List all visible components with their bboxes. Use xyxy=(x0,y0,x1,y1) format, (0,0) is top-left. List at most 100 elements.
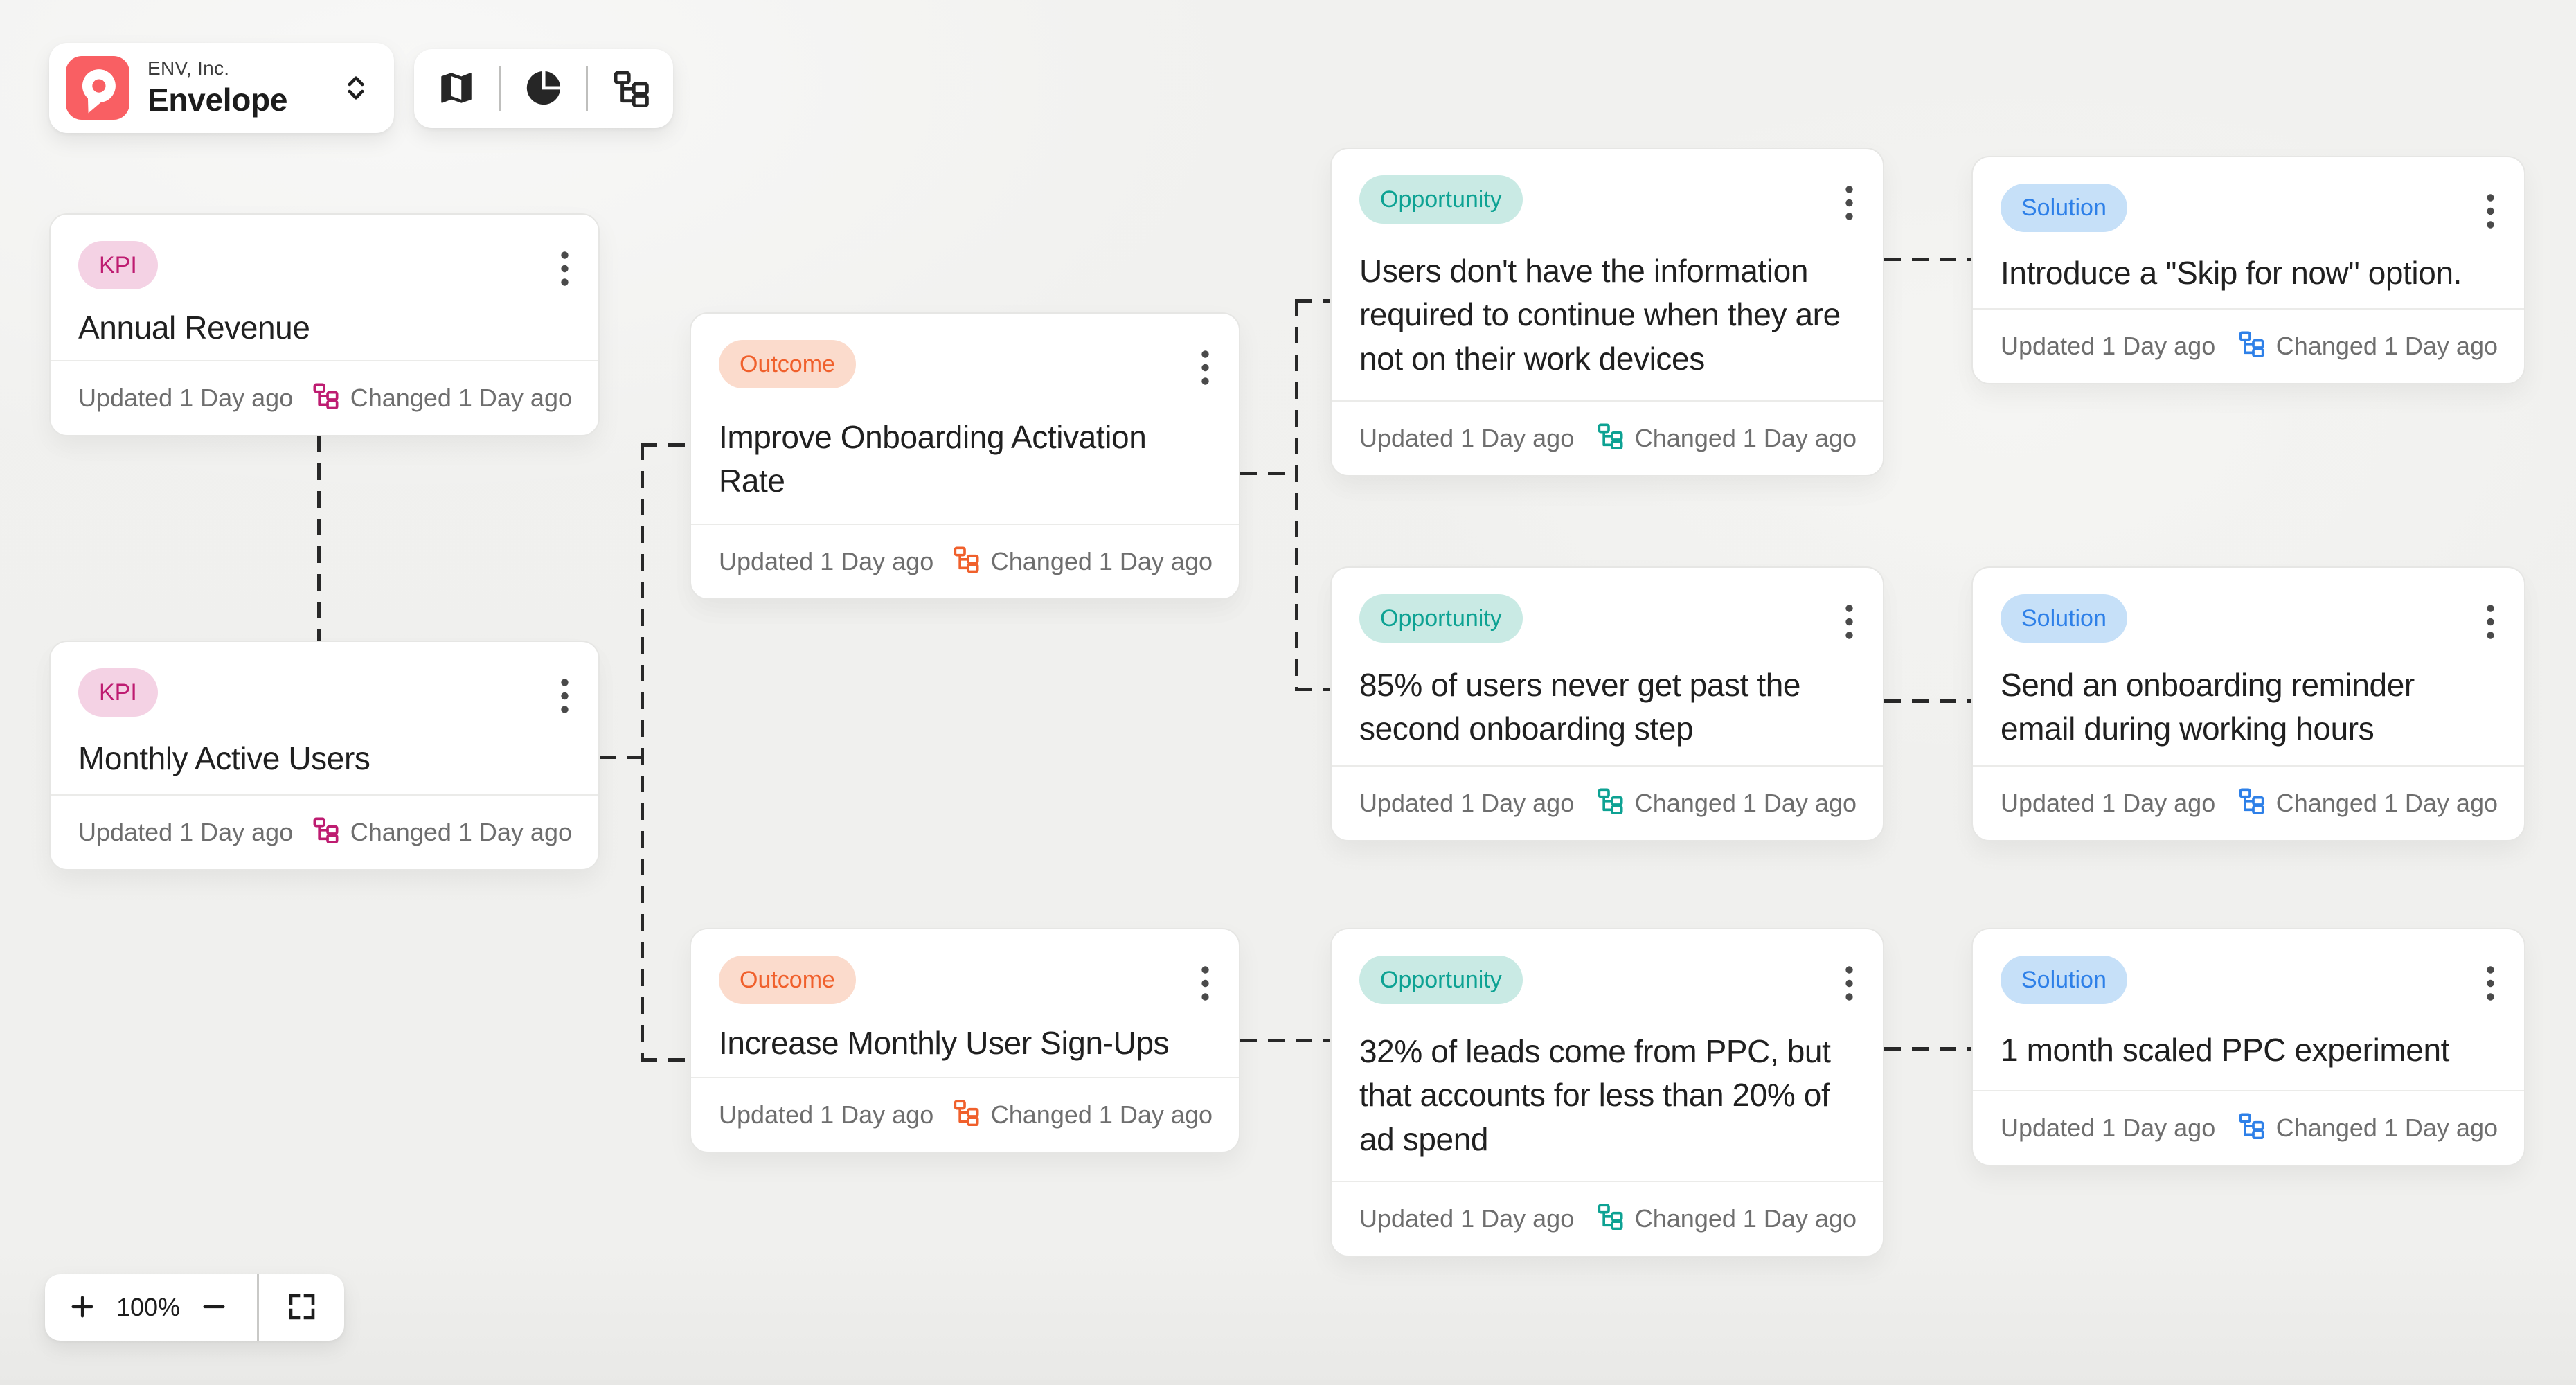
updated-label: Updated 1 Day ago xyxy=(719,1100,934,1129)
card-type-badge: Solution xyxy=(2001,956,2127,1004)
hierarchy-changed-icon xyxy=(2237,1111,2265,1145)
connector-line xyxy=(1295,688,1330,691)
chevron-updown-icon[interactable] xyxy=(339,71,373,105)
connector-line xyxy=(641,443,644,1061)
changed-label: Changed 1 Day ago xyxy=(2275,1114,2498,1142)
changed-group: Changed 1 Day ago xyxy=(2237,330,2498,364)
card-footer: Updated 1 Day ago Changed 1 Day ago xyxy=(691,1077,1239,1152)
card-sol2[interactable]: Solution Send an onboarding reminder ema… xyxy=(1971,566,2525,841)
zoom-level: 100% xyxy=(116,1293,181,1321)
kebab-menu-icon[interactable] xyxy=(1197,958,1214,1010)
card-footer: Updated 1 Day ago Changed 1 Day ago xyxy=(691,524,1239,598)
changed-label: Changed 1 Day ago xyxy=(2275,332,2498,360)
card-footer: Updated 1 Day ago Changed 1 Day ago xyxy=(1973,308,2524,383)
connector-line xyxy=(641,443,690,447)
minus-icon xyxy=(198,1291,230,1325)
zoombar-divider xyxy=(257,1274,259,1341)
card-sol1[interactable]: Solution Introduce a "Skip for now" opti… xyxy=(1971,156,2525,384)
card-footer: Updated 1 Day ago Changed 1 Day ago xyxy=(1973,765,2524,840)
connector-line xyxy=(1295,299,1330,303)
kebab-menu-icon[interactable] xyxy=(1841,178,1858,230)
updated-label: Updated 1 Day ago xyxy=(719,547,934,575)
changed-label: Changed 1 Day ago xyxy=(1634,1204,1857,1233)
kebab-menu-icon[interactable] xyxy=(2482,958,2499,1010)
hierarchy-changed-icon xyxy=(952,1098,980,1132)
workspace-company: ENV, Inc. xyxy=(147,57,230,79)
connector-line xyxy=(1884,699,1971,703)
card-title: Send an onboarding reminder email during… xyxy=(2001,666,2415,747)
zoom-out-button[interactable] xyxy=(186,1274,242,1341)
card-footer: Updated 1 Day ago Changed 1 Day ago xyxy=(1332,765,1883,840)
card-type-badge: Outcome xyxy=(719,340,856,388)
changed-group: Changed 1 Day ago xyxy=(1596,422,1857,456)
zoom-in-button[interactable] xyxy=(55,1274,110,1341)
envelope-logo-icon xyxy=(66,56,129,120)
updated-label: Updated 1 Day ago xyxy=(2001,1114,2216,1142)
card-type-badge: Solution xyxy=(2001,594,2127,643)
canvas-bottom-edge xyxy=(0,1380,2576,1385)
hierarchy-changed-icon xyxy=(312,816,339,850)
connector-line xyxy=(1240,472,1297,475)
connector-line xyxy=(1295,299,1298,690)
kebab-menu-icon[interactable] xyxy=(1841,597,1858,649)
card-title: Introduce a "Skip for now" option. xyxy=(2001,254,2462,291)
fullscreen-icon xyxy=(285,1290,319,1325)
connector-line xyxy=(641,1058,690,1062)
fullscreen-button[interactable] xyxy=(259,1274,344,1341)
changed-group: Changed 1 Day ago xyxy=(312,382,572,416)
kebab-menu-icon[interactable] xyxy=(1197,343,1214,395)
hierarchy-changed-icon xyxy=(312,382,339,416)
workspace-name: Envelope xyxy=(147,82,288,118)
map-view-button[interactable] xyxy=(423,55,490,122)
card-header: KPI xyxy=(51,215,598,296)
card-opp1[interactable]: Opportunity Users don't have the informa… xyxy=(1330,148,1884,476)
tree-view-button[interactable] xyxy=(598,55,664,122)
kebab-menu-icon[interactable] xyxy=(556,671,573,723)
kebab-menu-icon[interactable] xyxy=(2482,597,2499,649)
card-title: Monthly Active Users xyxy=(78,740,370,776)
card-type-badge: KPI xyxy=(78,668,158,717)
toolbar-divider xyxy=(499,66,501,111)
changed-group: Changed 1 Day ago xyxy=(2237,1111,2498,1145)
card-type-badge: Outcome xyxy=(719,956,856,1004)
card-kpi1[interactable]: KPI Annual Revenue Updated 1 Day ago xyxy=(49,213,600,436)
card-sol3[interactable]: Solution 1 month scaled PPC experiment U… xyxy=(1971,928,2525,1166)
card-title: Users don't have the information require… xyxy=(1359,252,1841,377)
card-outcome1[interactable]: Outcome Improve Onboarding Activation Ra… xyxy=(690,312,1240,600)
card-outcome2[interactable]: Outcome Increase Monthly User Sign-Ups U… xyxy=(690,928,1240,1153)
plus-icon xyxy=(66,1291,98,1325)
changed-label: Changed 1 Day ago xyxy=(990,1100,1213,1129)
card-type-badge: Opportunity xyxy=(1359,175,1523,224)
card-title: 32% of leads come from PPC, but that acc… xyxy=(1359,1033,1831,1157)
hierarchy-changed-icon xyxy=(2237,330,2265,364)
kebab-menu-icon[interactable] xyxy=(556,244,573,296)
card-header: Solution xyxy=(1973,568,2524,649)
card-title: 1 month scaled PPC experiment xyxy=(2001,1031,2450,1068)
card-title: Improve Onboarding Activation Rate xyxy=(719,418,1147,499)
pie-chart-icon xyxy=(524,68,564,110)
updated-label: Updated 1 Day ago xyxy=(78,818,294,846)
hierarchy-changed-icon xyxy=(1596,787,1624,821)
chart-view-button[interactable] xyxy=(510,55,577,122)
hierarchy-changed-icon xyxy=(1596,422,1624,456)
card-footer: Updated 1 Day ago Changed 1 Day ago xyxy=(51,794,598,869)
card-opp3[interactable]: Opportunity 32% of leads come from PPC, … xyxy=(1330,928,1884,1257)
workspace-switcher[interactable]: ENV, Inc. Envelope xyxy=(49,43,394,133)
connector-line xyxy=(1240,1039,1330,1042)
updated-label: Updated 1 Day ago xyxy=(1359,789,1575,817)
card-header: KPI xyxy=(51,642,598,723)
changed-label: Changed 1 Day ago xyxy=(1634,424,1857,452)
kebab-menu-icon[interactable] xyxy=(2482,186,2499,238)
tree-icon xyxy=(611,69,650,109)
changed-group: Changed 1 Day ago xyxy=(1596,1202,1857,1236)
card-footer: Updated 1 Day ago Changed 1 Day ago xyxy=(1973,1090,2524,1165)
card-title: Annual Revenue xyxy=(78,309,310,346)
zoom-controls: 100% xyxy=(45,1274,344,1341)
card-type-badge: Opportunity xyxy=(1359,594,1523,643)
card-header: Outcome xyxy=(691,929,1239,1010)
card-kpi2[interactable]: KPI Monthly Active Users Updated 1 Day a… xyxy=(49,641,600,870)
card-opp2[interactable]: Opportunity 85% of users never get past … xyxy=(1330,566,1884,841)
updated-label: Updated 1 Day ago xyxy=(78,384,294,412)
kebab-menu-icon[interactable] xyxy=(1841,958,1858,1010)
